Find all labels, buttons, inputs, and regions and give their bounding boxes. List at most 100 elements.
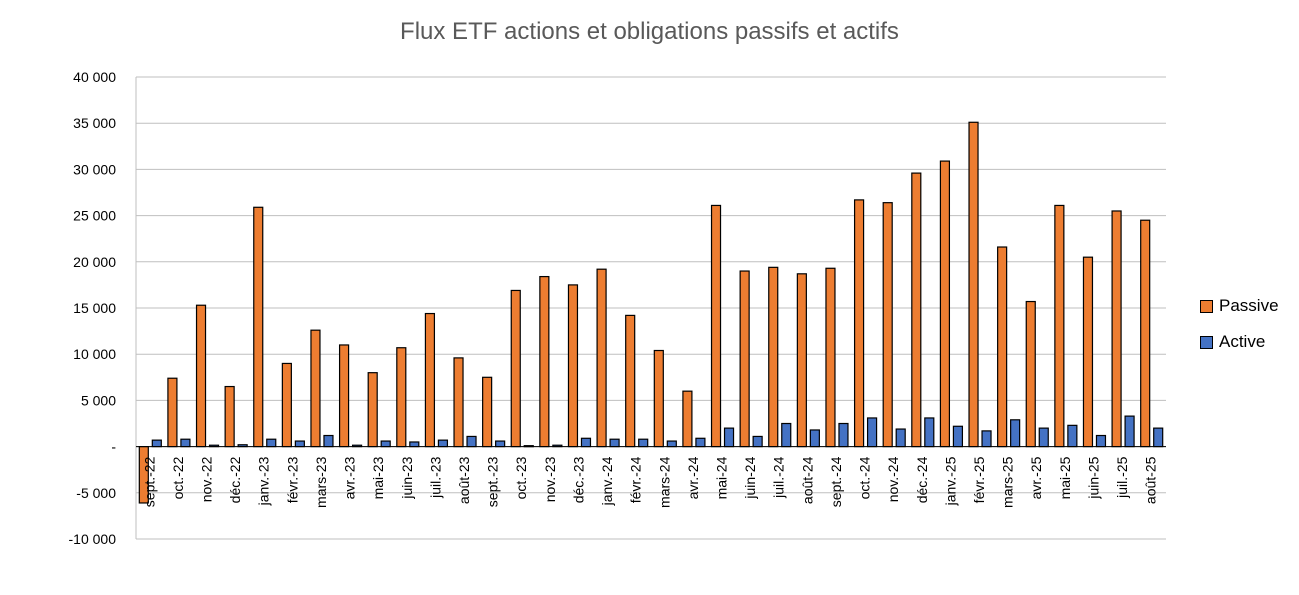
y-tick-label: - bbox=[111, 439, 116, 455]
x-tick-label: oct.-22 bbox=[170, 456, 186, 499]
bar-passive bbox=[911, 172, 922, 448]
chart-title: Flux ETF actions et obligations passifs … bbox=[400, 18, 899, 45]
bars bbox=[138, 121, 1164, 504]
bar-active bbox=[323, 434, 334, 448]
bar-active bbox=[809, 429, 820, 448]
bar-active bbox=[609, 438, 620, 448]
bar-passive bbox=[1025, 300, 1036, 448]
bar-active bbox=[151, 439, 162, 448]
y-tick-label: 35 000 bbox=[73, 115, 116, 131]
bar-passive bbox=[882, 202, 893, 448]
x-tick-label: mars-24 bbox=[656, 456, 672, 508]
bar-active bbox=[1067, 424, 1078, 448]
bar-passive bbox=[567, 284, 579, 448]
y-tick-label: 20 000 bbox=[73, 254, 116, 270]
bar-active bbox=[695, 437, 706, 448]
bar-passive bbox=[1140, 219, 1151, 448]
y-tick-label: 15 000 bbox=[73, 300, 116, 316]
bar-passive bbox=[167, 377, 178, 448]
bar-passive bbox=[453, 357, 464, 448]
bar-active bbox=[466, 435, 477, 448]
bar-active bbox=[666, 440, 677, 448]
x-tick-label: juil.-23 bbox=[427, 456, 443, 498]
x-tick-label: nov.-22 bbox=[199, 456, 215, 502]
bar-passive bbox=[1111, 210, 1122, 448]
bar-passive bbox=[853, 199, 865, 448]
legend-swatch-passive bbox=[1200, 299, 1213, 313]
y-tick-label: 25 000 bbox=[73, 208, 116, 224]
x-tick-label: juil.-25 bbox=[1114, 456, 1130, 498]
x-tick-label: janv.-23 bbox=[256, 456, 272, 506]
x-tick-label: déc.-22 bbox=[227, 456, 243, 503]
bar-active bbox=[180, 438, 191, 448]
x-tick-label: janv.-25 bbox=[942, 456, 958, 506]
bar-active bbox=[752, 435, 763, 448]
bar-active bbox=[781, 422, 792, 448]
bar-active bbox=[294, 440, 305, 448]
x-tick-label: févr.-24 bbox=[628, 456, 644, 503]
x-tick-label: janv.-24 bbox=[599, 456, 615, 506]
x-tick-label: oct.-23 bbox=[513, 456, 529, 499]
bar-active bbox=[1124, 415, 1135, 448]
bar-passive bbox=[968, 121, 979, 448]
x-tick-label: mai-23 bbox=[370, 456, 386, 499]
x-tick-label: avr.-23 bbox=[342, 456, 358, 499]
bar-active bbox=[895, 428, 906, 448]
bar-passive bbox=[281, 362, 292, 448]
bar-passive bbox=[539, 275, 550, 448]
bar-passive bbox=[396, 347, 407, 448]
legend: Passive Active bbox=[1200, 295, 1279, 367]
bar-passive bbox=[1054, 204, 1065, 448]
x-tick-label: juil.-24 bbox=[771, 456, 787, 498]
legend-item-passive: Passive bbox=[1200, 295, 1279, 317]
bar-passive bbox=[482, 376, 493, 448]
x-tick-label: août-24 bbox=[799, 456, 815, 504]
y-tick-label: 5 000 bbox=[81, 392, 116, 408]
x-tick-label: juin-25 bbox=[1085, 456, 1101, 499]
x-tick-label: mars-23 bbox=[313, 456, 329, 508]
x-tick-label: juin-23 bbox=[399, 456, 415, 499]
bar-active bbox=[1153, 427, 1164, 448]
x-tick-label: oct.-24 bbox=[857, 456, 873, 499]
x-tick-label: déc.-24 bbox=[914, 456, 930, 503]
y-tick-label: 40 000 bbox=[73, 69, 116, 85]
bar-passive bbox=[510, 289, 521, 448]
bar-active bbox=[1095, 434, 1107, 448]
bar-active bbox=[924, 417, 935, 448]
bar-passive bbox=[195, 304, 207, 448]
bar-passive bbox=[224, 385, 235, 448]
bar-passive bbox=[997, 246, 1008, 448]
bar-active bbox=[1038, 427, 1049, 448]
x-tick-label: avr.-25 bbox=[1028, 456, 1044, 499]
x-tick-label: sept.-22 bbox=[141, 456, 157, 507]
x-tick-label: mai-24 bbox=[714, 456, 730, 499]
bar-active bbox=[266, 438, 277, 448]
bar-active bbox=[580, 437, 592, 448]
bar-passive bbox=[1082, 256, 1094, 448]
bar-passive bbox=[310, 329, 321, 448]
bar-active bbox=[409, 441, 420, 448]
bar-passive bbox=[253, 206, 264, 448]
y-tick-label: -5 000 bbox=[76, 485, 116, 501]
bar-passive bbox=[367, 372, 378, 448]
x-tick-label: févr.-23 bbox=[284, 456, 300, 503]
bar-passive bbox=[710, 204, 722, 448]
bar-passive bbox=[796, 273, 807, 448]
bar-passive bbox=[653, 349, 664, 448]
bar-active bbox=[380, 440, 391, 448]
x-tick-label: déc.-23 bbox=[570, 456, 586, 503]
bar-active bbox=[1010, 419, 1021, 448]
bar-active bbox=[866, 417, 878, 448]
bar-passive bbox=[424, 312, 436, 448]
bar-active bbox=[952, 425, 964, 448]
bar-passive bbox=[768, 266, 779, 448]
bar-active bbox=[981, 430, 992, 448]
x-tick-label: août-23 bbox=[456, 456, 472, 504]
y-tick-label: 30 000 bbox=[73, 161, 116, 177]
bar-active bbox=[437, 439, 449, 448]
x-tick-label: nov.-23 bbox=[542, 456, 558, 502]
bar-passive bbox=[338, 344, 350, 448]
legend-swatch-active bbox=[1200, 335, 1213, 349]
axes bbox=[135, 77, 1166, 539]
legend-label-passive: Passive bbox=[1219, 296, 1279, 315]
